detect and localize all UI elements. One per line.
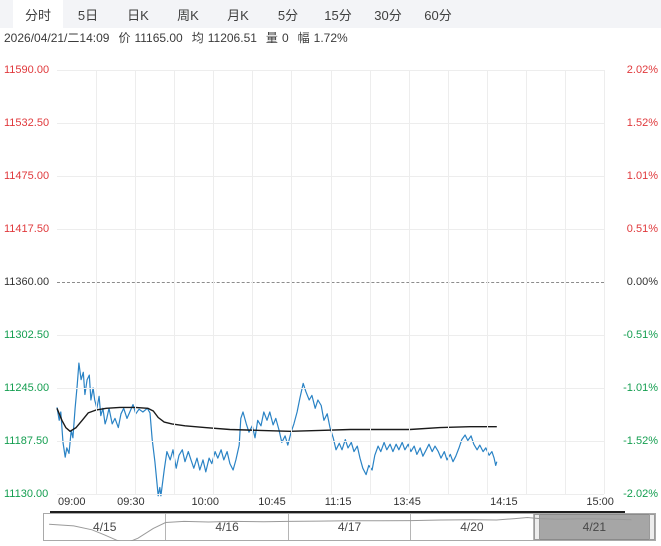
x-axis-time-label: 09:30 [117,496,145,508]
price-line [56,362,498,497]
v-gridline [564,70,566,494]
y-axis-percent-label: -0.51% [623,329,658,341]
day-navigator: 4/15 4/16 4/17 4/20 4/21 [43,513,656,541]
v-gridline [486,70,488,494]
period-tab[interactable]: 60分 [413,0,463,28]
y-axis-price-label: 11590.00 [4,64,50,76]
v-gridline [96,70,98,494]
period-tab-label: 60分 [424,7,452,23]
period-tab-label: 30分 [374,7,402,23]
v-gridline [135,70,137,494]
volume-value: 0 [281,30,289,45]
day-cell[interactable]: 4/15 [44,514,167,540]
x-axis-time-label: 10:00 [191,496,219,508]
h-gridline [57,494,604,495]
x-axis-time-label: 11:15 [324,496,352,508]
period-tab-label: 5分 [277,7,299,23]
day-cell-label: 4/20 [460,520,484,534]
y-axis-percent-label: 2.02% [626,64,658,76]
average-line [56,406,497,432]
period-tab-label: 月K [227,7,249,23]
period-tab[interactable]: 日K [113,0,163,28]
chart-plot-area[interactable] [56,70,604,497]
v-gridline [291,70,293,494]
day-navigator-row: 4/15 4/16 4/17 4/20 4/21 [0,511,661,546]
day-cell-label: 4/16 [215,520,239,534]
intraday-chart: 11590.00 2.02% 11532.50 1.52% 11475.00 1.01% 1… [0,47,661,513]
y-axis-price-label: 11532.50 [4,117,50,129]
y-axis-price-label: 11417.50 [4,223,50,235]
navigator-track [50,511,625,513]
x-axis-time-label: 13:45 [393,496,421,508]
period-tab-label: 日K [127,7,149,23]
v-gridline [213,70,215,494]
y-axis-price-label: 11360.00 [4,276,50,288]
y-axis-price-label: 11302.50 [4,329,50,341]
v-gridline [252,70,254,494]
v-gridline [525,70,527,494]
period-tab[interactable]: 月K [213,0,263,28]
day-cell-label: 4/15 [93,520,117,534]
day-cell-label: 4/21 [582,520,606,534]
y-axis-price-label: 11187.50 [4,435,49,447]
day-cell-label: 4/17 [337,520,362,534]
y-axis-price-label: 11475.00 [4,170,50,182]
price-label: 价 [118,31,131,45]
v-gridline [369,70,371,494]
v-gridline [447,70,449,494]
day-cell[interactable]: 4/21 [533,514,656,540]
period-tab-label: 分时 [24,7,51,23]
day-cell[interactable]: 4/17 [289,514,412,540]
price-value: 11165.00 [134,30,183,45]
y-axis-price-label: 11245.00 [4,382,50,394]
quote-datetime: 2026/04/21/二14:09 [4,31,110,45]
day-cell[interactable]: 4/20 [411,514,534,540]
y-axis-percent-label: -1.01% [623,382,658,394]
period-tab[interactable]: 15分 [313,0,363,28]
x-axis-time-label: 09:00 [58,496,86,508]
y-axis-percent-label: 0.00% [626,276,658,288]
day-cell[interactable]: 4/16 [166,514,289,540]
x-axis-time-label: 14:15 [490,496,518,508]
v-gridline [604,70,605,494]
avg-value: 11206.51 [207,30,257,45]
y-axis-percent-label: 1.01% [626,170,658,182]
v-gridline [174,70,176,494]
y-axis-percent-label: 0.51% [626,223,658,235]
period-tab-label: 15分 [324,7,352,23]
volume-label: 量 [265,31,278,45]
period-tab-label: 5日 [77,7,99,23]
period-tab[interactable]: 30分 [363,0,413,28]
period-tab[interactable]: 5分 [263,0,313,28]
range-label: 幅 [297,31,310,45]
avg-label: 均 [191,31,204,45]
v-gridline [330,70,332,494]
y-axis-percent-label: 1.52% [626,117,658,129]
quote-info-bar: 2026/04/21/二14:09 价 11165.00 均 11206.51 … [0,28,661,47]
x-axis-time-label: 10:45 [258,496,286,508]
period-tab[interactable]: 分时 [13,0,63,28]
period-tabbar: 分时 5日 日K 周K 月K 5分 15分 30分 60分 [0,0,661,28]
period-tab-label: 周K [177,7,199,23]
v-gridline [408,70,410,494]
y-axis-percent-label: -1.52% [623,435,658,447]
range-value: 1.72% [313,30,348,45]
x-axis-time-label: 15:00 [586,496,614,508]
y-axis-percent-label: -2.02% [623,488,658,500]
y-axis-price-label: 11130.00 [4,488,49,500]
period-tab[interactable]: 5日 [63,0,113,28]
period-tab[interactable]: 周K [163,0,213,28]
